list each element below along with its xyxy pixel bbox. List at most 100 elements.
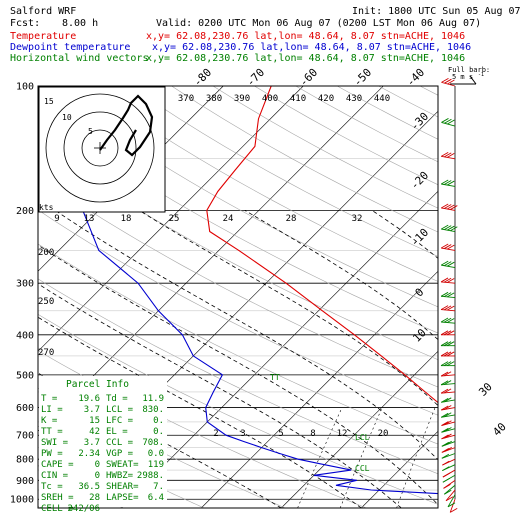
legend-temperature-info: x,y= 62.08,230.76 lat,lon= 48.64, 8.07 s…	[146, 31, 465, 42]
parcel-key-left: CAPE =	[41, 460, 74, 470]
parcel-key-right: EL =	[106, 427, 128, 437]
parcel-value-right: 708.	[142, 438, 164, 448]
theta-label-440: 440	[374, 94, 390, 104]
parcel-key-right: VGP =	[106, 449, 134, 459]
mixing-ratio-lower-label-4: 12	[337, 429, 348, 439]
parcel-value-left: 242/06	[67, 504, 100, 514]
parcel-key-left: Tc =	[41, 482, 63, 492]
parcel-value-right: 6.4	[148, 493, 164, 503]
hodograph-ring-label-1: 10	[62, 113, 72, 122]
parcel-key-right: SWEAT=	[106, 460, 139, 470]
parcel-info-title: Parcel Info	[66, 379, 129, 390]
parcel-value-left: 0	[95, 471, 100, 481]
pressure-tick-200: 200	[16, 206, 34, 217]
parcel-key-left: CIN =	[41, 471, 69, 481]
mixing-ratio-upper-label-5: 28	[286, 214, 297, 224]
level-mark-tt: TT	[270, 373, 280, 382]
mixing-ratio-upper-label-3: 25	[169, 214, 180, 224]
hodograph-ring-label-2: 15	[44, 97, 54, 106]
theta-label-370: 370	[178, 94, 194, 104]
parcel-key-right: LCL =	[106, 405, 134, 415]
mixing-ratio-lower-label-1: 3	[240, 429, 245, 439]
mixing-ratio-upper-label-4: 24	[223, 214, 234, 224]
hodograph-ring-label-0: 5	[88, 127, 93, 136]
parcel-key-left: SREH =	[41, 493, 74, 503]
parcel-value-left: 15	[89, 416, 100, 426]
pressure-tick-800: 800	[16, 455, 34, 466]
fcst-label: Fcst:	[10, 18, 40, 29]
parcel-value-right: 119	[148, 460, 164, 470]
parcel-key-right: HWBZ=	[106, 471, 134, 481]
pressure-tick-1000: 1000	[10, 495, 34, 506]
pressure-tick-300: 300	[16, 279, 34, 290]
parcel-key-right: CCL =	[106, 438, 134, 448]
parcel-value-right: 11.9	[142, 394, 164, 404]
parcel-value-left: 2.34	[78, 449, 100, 459]
parcel-value-left: 0	[95, 460, 100, 470]
parcel-value-right: 2988.	[137, 471, 164, 481]
theta-label-400: 400	[262, 94, 278, 104]
parcel-key-right: Td =	[106, 394, 128, 404]
pressure-tick-700: 700	[16, 431, 34, 442]
parcel-info-box: Parcel Info T = 19.6 Td = 11.9 LI = 3.7 LCL = 8…	[39, 376, 167, 514]
parcel-value-left: 3.7	[84, 438, 100, 448]
legend-dewpoint-info: x,y= 62.08,230.76 lat,lon= 48.64, 8.07 s…	[152, 42, 471, 53]
parcel-key-left: TT =	[41, 427, 63, 437]
legend-wind-info: x,y= 62.08,230.76 lat,lon= 48.64, 8.07 s…	[146, 53, 465, 64]
fcst-value: 8.00 h	[62, 18, 98, 29]
parcel-key-right: LAPSE=	[106, 493, 139, 503]
altitude-label-1: 250	[38, 297, 54, 307]
parcel-value-right: 0.	[153, 427, 164, 437]
pressure-tick-500: 500	[16, 370, 34, 381]
parcel-value-left: 42	[89, 427, 100, 437]
parcel-key-left: SWI =	[41, 438, 69, 448]
parcel-key-left: LI =	[41, 405, 63, 415]
parcel-value-right: 7.	[153, 482, 164, 492]
parcel-key-left: PW =	[41, 449, 63, 459]
hodograph-kts-label: kts	[39, 203, 54, 212]
altitude-label-0: 200	[38, 248, 54, 258]
pressure-tick-100: 100	[16, 82, 34, 93]
parcel-key-right: SHEAR=	[106, 482, 139, 492]
parcel-value-right: 0.	[153, 416, 164, 426]
init-time: Init: 1800 UTC Sun 05 Aug 07	[352, 6, 521, 17]
mixing-ratio-lower-label-2: 5	[278, 429, 283, 439]
barb-legend-value: 5 m s	[452, 73, 473, 81]
legend-temperature-label: Temperature	[10, 31, 76, 42]
barb-legend-unit: -1	[478, 72, 484, 78]
theta-label-430: 430	[346, 94, 362, 104]
mixing-ratio-lower-label-0: 2	[213, 429, 218, 439]
theta-label-390: 390	[234, 94, 250, 104]
level-mark-ccl: CCL	[355, 464, 370, 473]
valid-time: Valid: 0200 UTC Mon 06 Aug 07 (0200 LST …	[156, 18, 481, 29]
mixing-ratio-lower-label-5: 20	[378, 429, 389, 439]
parcel-key-left: K =	[41, 416, 58, 426]
legend-wind-label: Horizontal wind vectors	[10, 53, 148, 64]
parcel-value-left: 28	[89, 493, 100, 503]
parcel-key-left: T =	[41, 394, 58, 404]
parcel-value-left: 36.5	[78, 482, 100, 492]
parcel-value-right: 830.	[142, 405, 164, 415]
parcel-value-right: 0.0	[148, 449, 164, 459]
pressure-tick-400: 400	[16, 330, 34, 341]
mixing-ratio-upper-label-2: 18	[121, 214, 132, 224]
mixing-ratio-lower-label-3: 8	[310, 429, 315, 439]
mixing-ratio-upper-label-0: 9	[54, 214, 59, 224]
theta-label-380: 380	[206, 94, 222, 104]
parcel-row-10: CELL =242/06	[41, 504, 100, 514]
parcel-value-left: 3.7	[84, 405, 100, 415]
mixing-ratio-upper-label-6: 32	[352, 214, 363, 224]
parcel-value-left: 19.6	[78, 394, 100, 404]
level-mark-lcl: LCL	[355, 433, 370, 442]
theta-label-420: 420	[318, 94, 334, 104]
pressure-tick-600: 600	[16, 403, 34, 414]
model-name: Salford WRF	[10, 6, 76, 17]
theta-label-410: 410	[290, 94, 306, 104]
parcel-key-right: LFC =	[106, 416, 134, 426]
pressure-tick-900: 900	[16, 476, 34, 487]
legend-dewpoint-label: Dewpoint temperature	[10, 42, 130, 53]
mixing-ratio-upper-label-1: 13	[84, 214, 95, 224]
altitude-label-2: 270	[38, 348, 54, 358]
